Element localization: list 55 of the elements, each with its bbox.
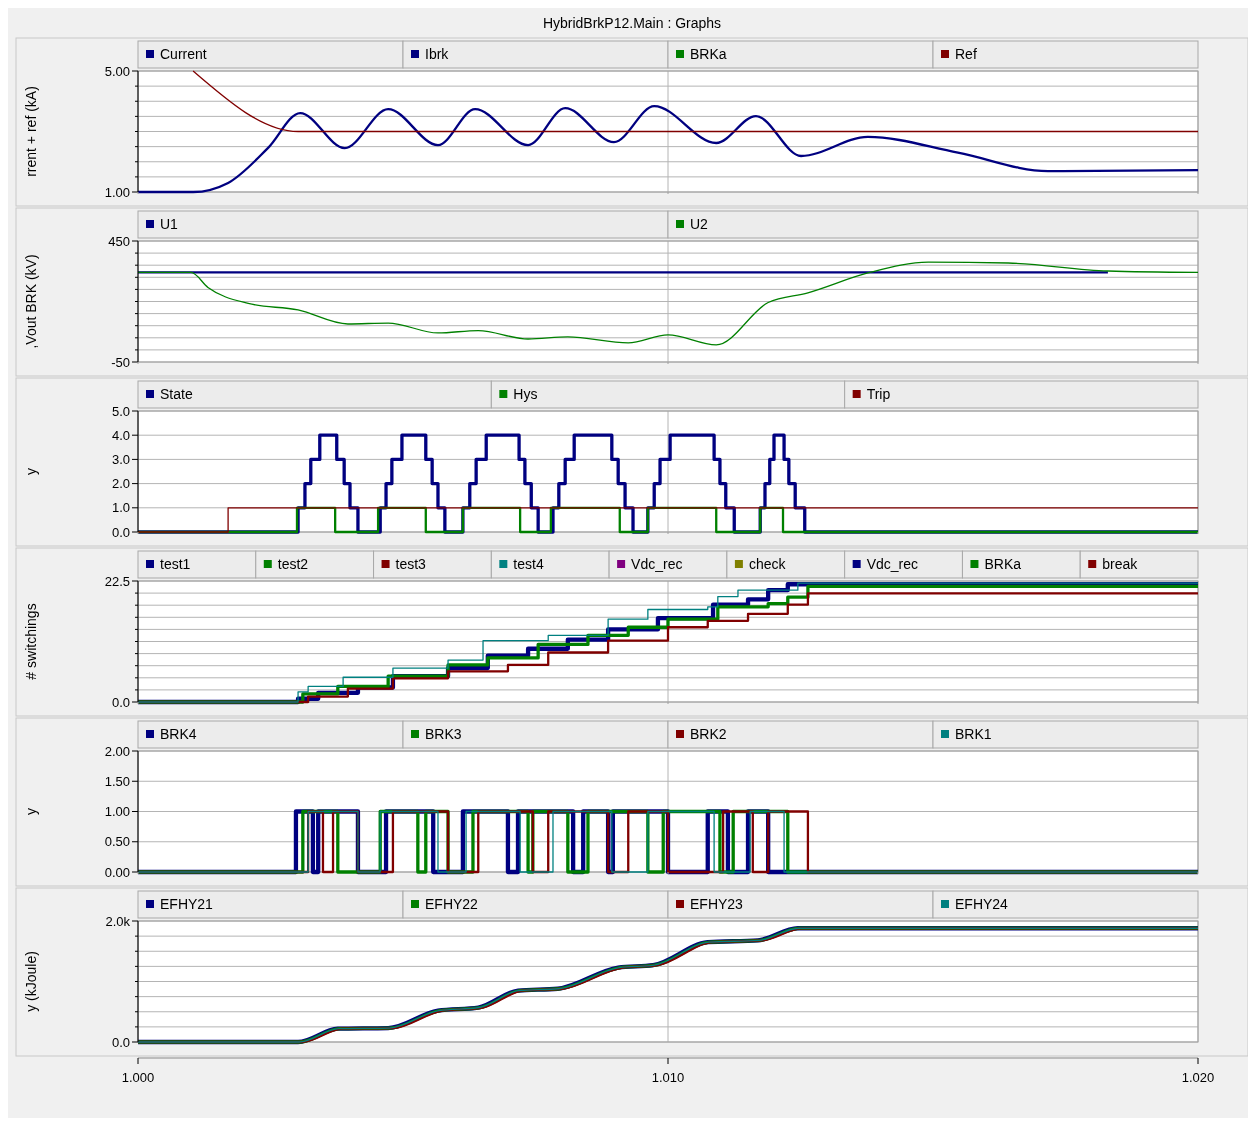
legend-label: Current: [160, 46, 207, 62]
legend-label: BRK3: [425, 726, 462, 742]
y-tick-label: 0.0: [111, 1034, 130, 1050]
y-tick-label: 0.00: [104, 864, 130, 880]
legend-label: test2: [277, 556, 309, 572]
legend-label: U2: [690, 216, 709, 232]
y-axis-title: # switchings: [23, 603, 39, 680]
legend-label: Vdc_rec: [631, 556, 683, 572]
y-tick-label: -50: [111, 354, 130, 370]
legend-label: break: [1102, 556, 1139, 572]
legend-label: EFHY22: [425, 896, 479, 912]
y-tick-label: 2.0: [111, 476, 130, 492]
y-tick-label: 0.0: [111, 694, 130, 710]
legend-label: test1: [160, 556, 191, 572]
y-tick-label: 1.00: [104, 804, 130, 820]
legend-label: Trip: [866, 386, 891, 402]
y-tick-label: 2.00: [104, 743, 130, 759]
y-axis-title: y: [23, 808, 39, 815]
legend-label: State: [160, 386, 193, 402]
legend-label: BRK4: [160, 726, 197, 742]
y-tick-label: 5.00: [104, 63, 130, 79]
y-axis-title: rrent + ref (kA): [23, 86, 39, 177]
y-axis-title: y (kJoule): [23, 951, 39, 1012]
y-tick-label: 1.0: [111, 500, 130, 516]
legend-label: check: [748, 556, 787, 572]
chart-title: HybridBrkP12.Main : Graphs: [542, 15, 722, 31]
y-tick-label: 0.0: [111, 524, 130, 540]
legend-label: Ref: [955, 46, 977, 62]
legend-label: BRK1: [955, 726, 992, 742]
y-axis-title: ,Vout BRK (kV): [23, 254, 39, 349]
x-tick-label: 1.020: [1181, 1070, 1215, 1085]
y-tick-label: 450: [108, 233, 130, 249]
y-axis-title: y: [23, 468, 39, 475]
legend-label: Hys: [513, 386, 538, 402]
legend-label: U1: [160, 216, 179, 232]
y-tick-label: 4.0: [111, 427, 130, 443]
legend-label: BRKa: [690, 46, 727, 62]
legend-label: Ibrk: [425, 46, 450, 62]
x-tick-label: 1.010: [651, 1070, 685, 1085]
y-tick-label: 2.0k: [105, 913, 131, 929]
legend-label: EFHY21: [160, 896, 214, 912]
y-tick-label: 0.50: [104, 834, 130, 850]
y-tick-label: 5.0: [111, 403, 130, 419]
legend-label: Vdc_rec: [866, 556, 919, 572]
y-tick-label: 1.50: [104, 773, 130, 789]
legend-label: EFHY24: [955, 896, 1009, 912]
legend-label: BRKa: [984, 556, 1022, 572]
legend-label: EFHY23: [690, 896, 744, 912]
y-tick-label: 3.0: [111, 451, 130, 467]
legend-label: test4: [513, 556, 544, 572]
legend-label: BRK2: [690, 726, 727, 742]
y-tick-label: 22.5: [104, 573, 130, 589]
x-tick-label: 1.000: [121, 1070, 155, 1085]
y-tick-label: 1.00: [104, 184, 130, 200]
legend-label: test3: [395, 556, 427, 572]
